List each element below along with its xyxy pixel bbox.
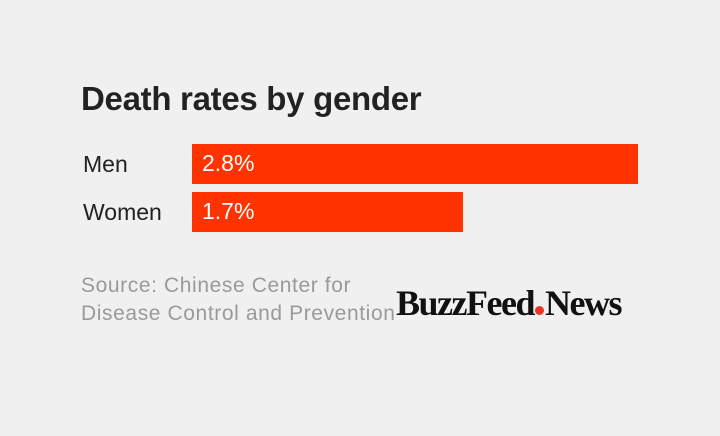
source-note: Source: Chinese Center for Disease Contr…	[81, 274, 396, 325]
logo-news: News	[544, 283, 622, 323]
buzzfeed-news-logo: BuzzFeed News	[396, 282, 622, 324]
value-label: 1.7%	[202, 198, 255, 224]
value-label: 2.8%	[202, 150, 255, 176]
logo-dot	[534, 306, 544, 315]
bar-men	[192, 144, 638, 184]
logo-buzzfeed: BuzzFeed	[396, 283, 535, 323]
bar-women	[192, 192, 463, 232]
chart-title: Death rates by gender	[81, 80, 422, 117]
category-label: Women	[83, 199, 162, 225]
category-label: Men	[83, 151, 128, 177]
